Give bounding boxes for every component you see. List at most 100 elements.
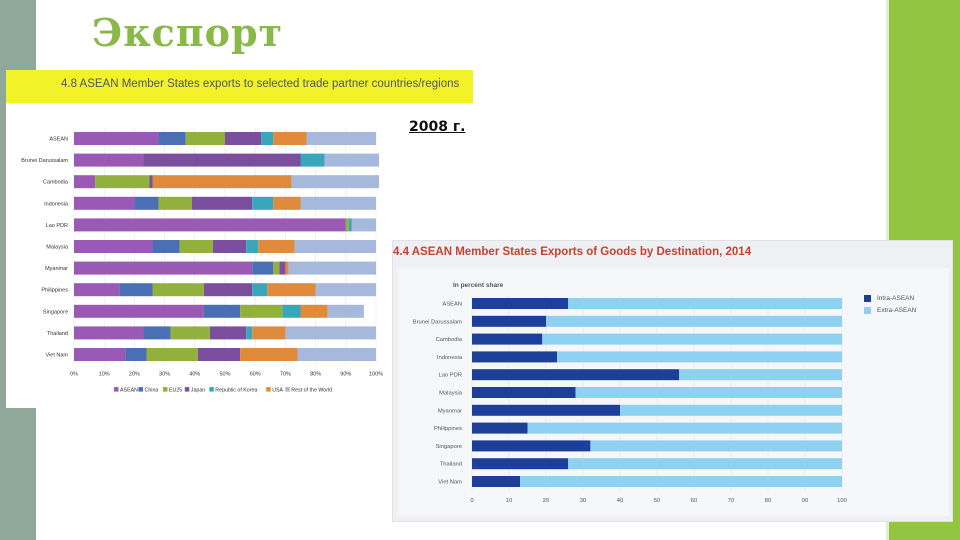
bar-segment-extra-asean (557, 351, 842, 363)
bar-segment-rest-of-the-world (324, 153, 380, 167)
bar-segment-asean (74, 132, 159, 145)
bar-segment-china (134, 196, 159, 210)
chart-2014-unit-label: In percent share (453, 282, 504, 289)
legend-label: China (145, 388, 159, 394)
category-label: Malaysia (439, 391, 463, 397)
x-tick-label: 50% (219, 372, 230, 378)
bar-segment-japan (191, 196, 253, 210)
x-tick-label: 80% (310, 372, 321, 378)
bar-segment-eu25 (95, 175, 150, 189)
bar-segment-asean (74, 218, 346, 232)
bar-segment-china (143, 326, 171, 340)
bar-segment-eu25 (273, 261, 280, 275)
legend-label: USA (272, 388, 283, 394)
x-tick-label: 50 (654, 498, 660, 504)
category-label: Viet Nam (45, 353, 68, 359)
category-label: Thailand (440, 462, 462, 468)
bar-segment-asean (74, 196, 135, 210)
bar-segment-rest-of-the-world (300, 196, 376, 210)
bar-segment-eu25 (170, 326, 210, 340)
x-tick-label: 60% (250, 372, 261, 378)
legend-label: Republic of Korea (215, 388, 257, 394)
category-label: Myanmar (45, 266, 68, 272)
bar-segment-asean (74, 304, 204, 318)
legend-swatch-japan (184, 387, 190, 392)
bar-segment-republic-of-korea (246, 240, 259, 253)
bar-segment-asean (74, 153, 144, 167)
bar-segment-intra-asean (472, 404, 620, 416)
bar-segment-eu25 (185, 132, 225, 145)
category-label: Myanmar (438, 408, 462, 414)
category-label: Lao PDR (46, 223, 68, 229)
bar-segment-japan (212, 240, 247, 253)
bar-segment-intra-asean (472, 458, 569, 470)
x-tick-label: 10% (99, 372, 110, 378)
bar-segment-usa (267, 283, 316, 297)
legend-swatch-usa (266, 387, 271, 392)
x-tick-label: 20% (129, 372, 140, 378)
legend-label: Intra-ASEAN (877, 295, 915, 303)
category-label: Viet Nam (438, 480, 462, 486)
bar-segment-asean (74, 261, 253, 275)
legend-swatch-rest-of-the-world (285, 387, 290, 392)
bar-segment-japan (149, 175, 153, 189)
category-label: Philippines (41, 288, 68, 294)
chart-2008-svg: 0% 10% 20% 30% 40% 50% 60% 70% 80% 90% 100% ASEAN Br… (21, 128, 383, 394)
bar-segment-rest-of-the-world (288, 261, 376, 275)
legend-swatch-republic-of-korea (209, 387, 214, 392)
bar-segment-china (203, 304, 241, 318)
bar-segment-extra-asean (620, 404, 842, 416)
bar-segment-republic-of-korea (348, 218, 352, 232)
bar-segment-extra-asean (590, 440, 842, 452)
bar-segment-japan (143, 153, 301, 167)
bar-segment-extra-asean (575, 387, 842, 398)
legend-item-extra-asean: Extra-ASEAN (864, 307, 916, 314)
x-tick-label: 70 (728, 498, 734, 504)
bar-segment-intra-asean (472, 351, 558, 363)
bar-segment-japan (279, 261, 286, 275)
legend-item-intra-asean: Intra-ASEAN (864, 295, 916, 302)
bar-segment-extra-asean (527, 422, 842, 434)
bar-segment-usa (258, 240, 295, 253)
legend-label: ASEAN (120, 388, 138, 394)
x-tick-label: 100% (369, 372, 383, 378)
bar-segment-usa (273, 132, 307, 145)
x-tick-label: 30% (159, 372, 170, 378)
bar-segment-extra-asean (546, 315, 842, 327)
category-label: Brunei Darussalam (413, 319, 462, 325)
bar-segment-japan (225, 132, 262, 145)
x-tick-label: 60 (691, 498, 697, 504)
category-label: Brunei Darussalam (21, 158, 68, 164)
x-tick-label: 90% (340, 372, 351, 378)
category-label: Cambodia (436, 337, 463, 343)
x-tick-label: 40 (617, 498, 623, 504)
bar-segment-eu25 (345, 218, 349, 232)
bar-segment-extra-asean (568, 458, 842, 470)
bar-segment-rest-of-the-world (306, 132, 376, 145)
bar-segment-rest-of-the-world (327, 304, 364, 318)
bar-segment-rest-of-the-world (351, 218, 376, 232)
bar-segment-rest-of-the-world (315, 283, 376, 297)
x-tick-label: 10 (506, 498, 512, 504)
slide-title: Экспорт (92, 10, 284, 55)
x-tick-label: 80 (765, 498, 771, 504)
chart-2014-title: 4.4 ASEAN Member States Exports of Goods… (393, 246, 752, 258)
bar-segment-asean (74, 175, 96, 189)
bar-segment-republic-of-korea (252, 196, 274, 210)
bar-segment-intra-asean (472, 369, 680, 381)
bar-segment-eu25 (179, 240, 213, 253)
bar-segment-asean (74, 240, 153, 253)
x-tick-label: 70% (280, 372, 291, 378)
category-label: Philippines (434, 426, 462, 432)
bar-segment-usa (252, 326, 286, 340)
legend-label: Rest of the World (291, 388, 332, 394)
legend-swatch-china (138, 387, 143, 392)
category-label: Singapore (436, 444, 462, 450)
bar-segment-eu25 (240, 304, 283, 318)
bar-segment-republic-of-korea (261, 132, 274, 145)
bar-segment-japan (203, 283, 253, 297)
legend-swatch-asean (114, 387, 119, 392)
category-label: ASEAN (49, 137, 68, 143)
legend-label: EU25 (169, 388, 182, 394)
bar-segment-intra-asean (472, 333, 543, 345)
